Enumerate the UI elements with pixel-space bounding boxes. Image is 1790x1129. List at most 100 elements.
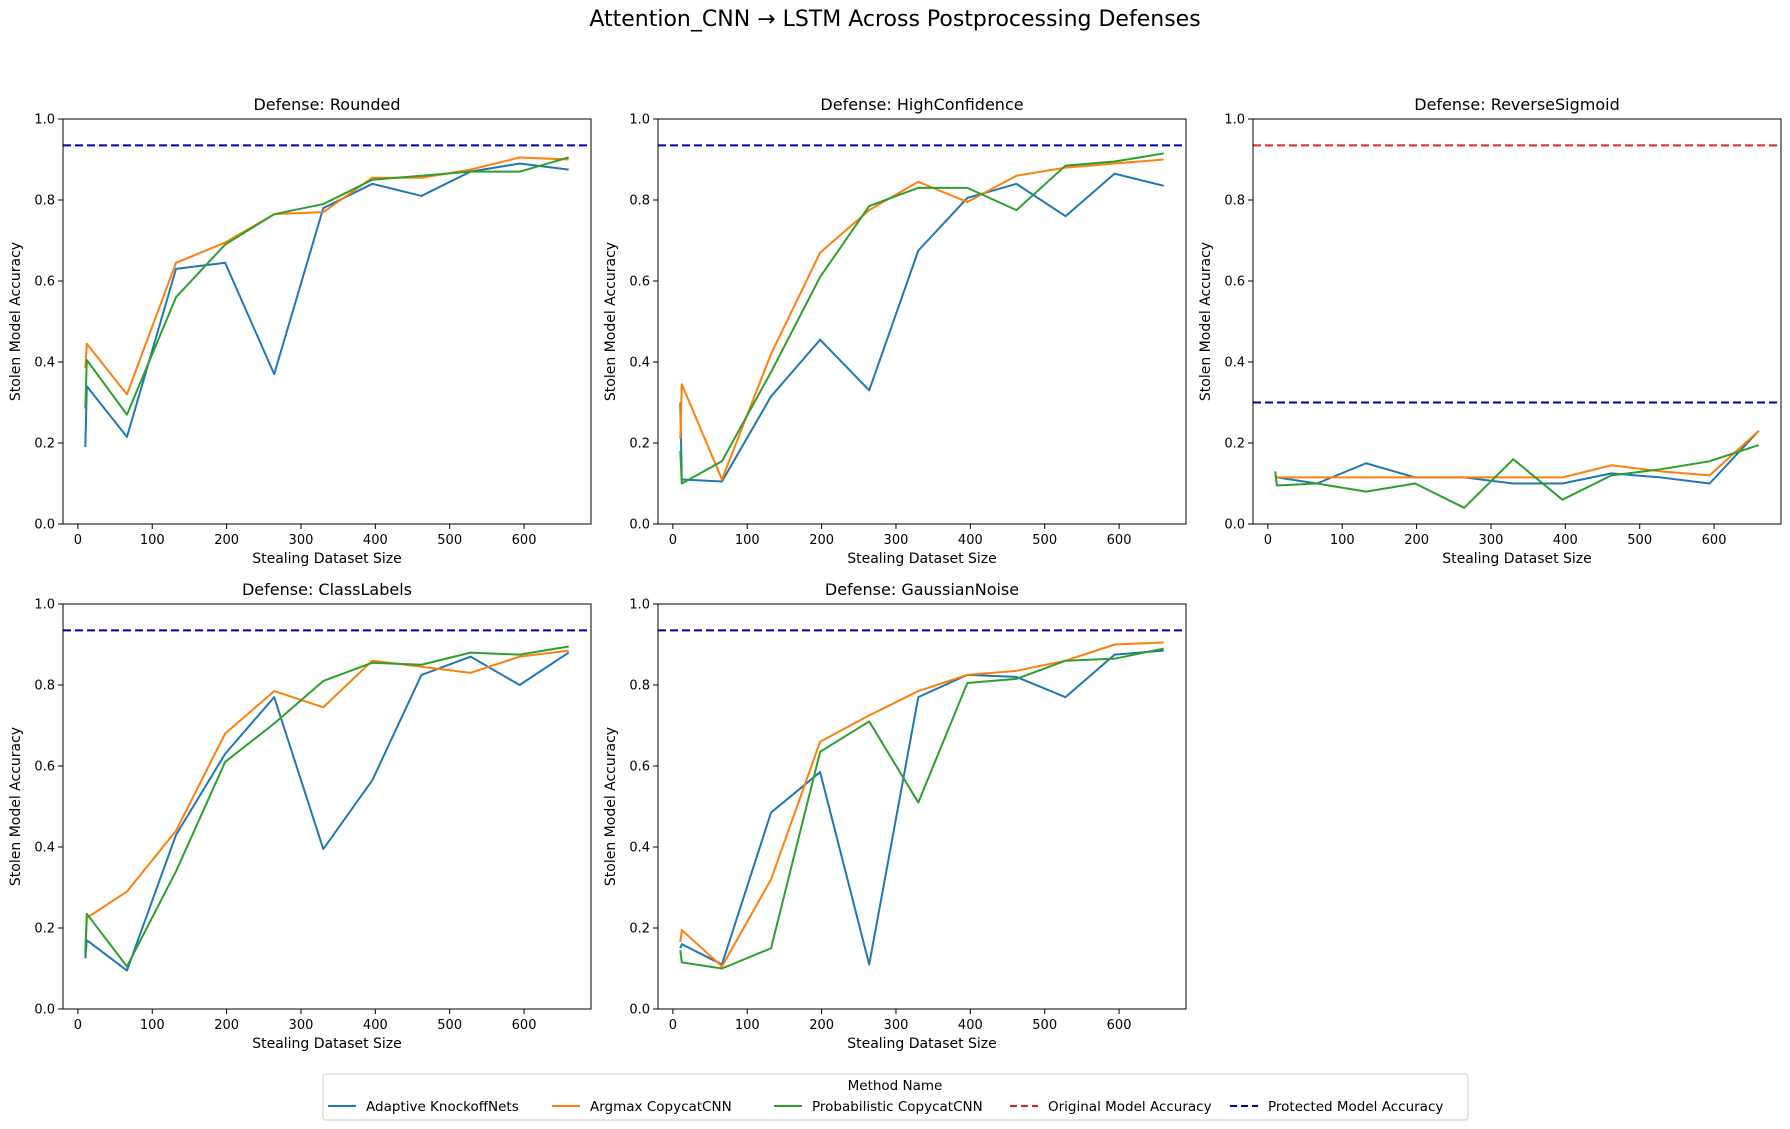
x-tick-label: 400 [363,533,388,548]
y-tick-label: 0.0 [34,518,55,533]
figure-title: Attention_CNN → LSTM Across Postprocessi… [589,7,1200,32]
y-tick-label: 0.6 [1224,275,1245,290]
x-tick-label: 400 [363,1018,388,1033]
x-tick-label: 300 [289,1018,314,1033]
legend-frame [322,1073,1469,1121]
subplot-title: Defense: GaussianNoise [825,580,1019,599]
x-tick-label: 600 [1702,533,1727,548]
x-tick-label: 200 [1404,533,1429,548]
subplot-title: Defense: Rounded [253,95,400,114]
y-tick-label: 0.2 [34,437,55,452]
x-tick-label: 500 [437,533,462,548]
x-tick-label: 100 [140,533,165,548]
y-tick-label: 0.4 [629,841,650,856]
x-tick-label: 600 [512,533,537,548]
x-tick-label: 200 [214,533,239,548]
y-tick-label: 1.0 [34,598,55,613]
x-axis-label: Stealing Dataset Size [1442,551,1592,567]
y-tick-label: 0.2 [1224,437,1245,452]
x-tick-label: 600 [1107,1018,1132,1033]
subplot-highconfidence: Defense: HighConfidence 0 100 200 300 400 500 6… [603,95,1187,567]
x-tick-label: 0 [1264,533,1272,548]
y-tick-label: 0.0 [629,518,650,533]
y-tick-label: 0.4 [34,841,55,856]
legend-title: Method Name [848,1078,943,1094]
axes-frame [657,118,1187,525]
subplot-title: Defense: HighConfidence [820,95,1023,114]
series-line-argmax-copycatcnn [679,641,1164,968]
axes-frame [657,603,1187,1010]
subplot-title: Defense: ClassLabels [242,580,412,599]
y-tick-label: 0.8 [34,194,55,209]
y-tick-label: 0.0 [629,1003,650,1018]
x-tick-label: 400 [958,1018,983,1033]
y-tick-label: 0.6 [629,760,650,775]
series-line-adaptive-knockoffnets [679,172,1164,483]
legend-entry-protected-model-accuracy: Protected Model Accuracy [1230,1099,1443,1115]
x-axis-label: Stealing Dataset Size [252,1036,402,1052]
subplot-grid: Defense: Rounded 0 100 200 300 400 500 600 0.0 0.… [8,95,1782,1052]
y-tick-label: 0.0 [1224,518,1245,533]
y-tick-label: 0.2 [629,922,650,937]
series-line-adaptive-knockoffnets [1274,430,1760,485]
plot-area [63,629,591,972]
series-line-probabilistic-copycatcnn [679,152,1164,485]
subplot-rounded: Defense: Rounded 0 100 200 300 400 500 600 0.0 0.… [8,95,592,567]
y-tick-label: 1.0 [34,113,55,128]
x-tick-label: 100 [1330,533,1355,548]
axes-frame [1252,118,1782,525]
legend-entries: Adaptive KnockoffNets Argmax CopycatCNN Pr… [328,1099,1443,1115]
subplot-title: Defense: ReverseSigmoid [1414,95,1619,114]
legend-entry-adaptive-knockoffnets: Adaptive KnockoffNets [328,1099,519,1115]
series-line-probabilistic-copycatcnn [1274,444,1760,509]
legend: Method Name Adaptive KnockoffNets Argmax … [322,1073,1469,1121]
series-line-argmax-copycatcnn [1275,430,1760,479]
plot-area [63,144,591,448]
y-axis-label: Stolen Model Accuracy [8,242,24,401]
y-tick-label: 0.6 [34,760,55,775]
x-tick-label: 200 [809,1018,834,1033]
legend-label: Protected Model Accuracy [1268,1099,1443,1115]
y-tick-label: 0.2 [629,437,650,452]
x-tick-label: 200 [214,1018,239,1033]
x-tick-label: 400 [1553,533,1578,548]
legend-label: Original Model Accuracy [1048,1099,1212,1115]
y-tick-label: 0.4 [1224,356,1245,371]
x-axis-label: Stealing Dataset Size [847,551,997,567]
x-tick-label: 300 [884,1018,909,1033]
x-tick-label: 0 [669,533,677,548]
legend-entry-original-model-accuracy: Original Model Accuracy [1010,1099,1212,1115]
x-tick-label: 600 [1107,533,1132,548]
x-tick-label: 300 [289,533,314,548]
x-tick-label: 500 [1032,1018,1057,1033]
legend-entry-probabilistic-copycatcnn: Probabilistic CopycatCNN [774,1099,983,1115]
x-tick-label: 100 [735,533,760,548]
legend-label: Adaptive KnockoffNets [366,1099,519,1115]
x-tick-label: 300 [884,533,909,548]
x-tick-label: 500 [1627,533,1652,548]
y-tick-label: 0.8 [629,194,650,209]
x-tick-label: 600 [512,1018,537,1033]
x-tick-label: 400 [958,533,983,548]
series-line-adaptive-knockoffnets [84,651,570,972]
y-tick-label: 0.6 [629,275,650,290]
x-tick-label: 0 [74,533,82,548]
series-line-argmax-copycatcnn [84,156,569,396]
x-axis-label: Stealing Dataset Size [252,551,402,567]
subplot-reversesigmoid: Defense: ReverseSigmoid 0 100 200 300 400 500 6… [1198,95,1782,567]
y-tick-label: 0.0 [34,1003,55,1018]
x-tick-label: 100 [735,1018,760,1033]
plot-area [658,144,1186,485]
subplot-classlabels: Defense: ClassLabels 0 100 200 300 400 500 600 0… [8,580,592,1052]
axes-frame [62,603,592,1010]
y-tick-label: 0.4 [629,356,650,371]
legend-label: Probabilistic CopycatCNN [812,1099,983,1115]
y-tick-label: 0.6 [34,275,55,290]
x-tick-label: 500 [437,1018,462,1033]
y-tick-label: 1.0 [1224,113,1245,128]
plot-area [1253,144,1781,509]
y-axis-label: Stolen Model Accuracy [603,727,619,886]
plot-area [658,629,1186,970]
y-axis-label: Stolen Model Accuracy [603,242,619,401]
